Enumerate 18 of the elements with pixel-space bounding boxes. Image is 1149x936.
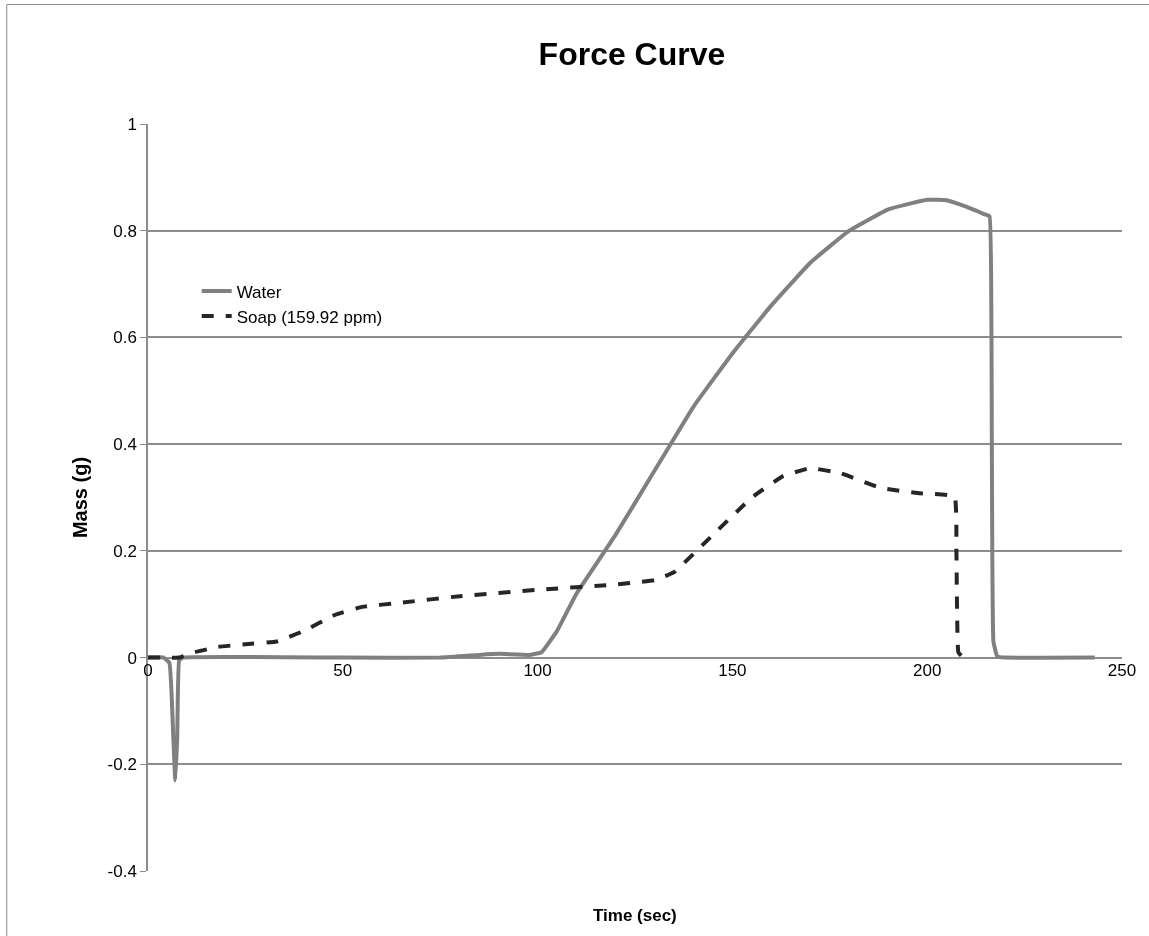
x-tick-label: 150 [718, 660, 747, 680]
legend-label: Water [236, 282, 282, 302]
x-tick-label: 0 [143, 660, 153, 680]
y-tick-label: 0.8 [113, 221, 137, 241]
y-axis-title: Mass (g) [68, 456, 91, 539]
legend-label: Soap (159.92 ppm) [236, 307, 383, 327]
x-tick-label: 200 [913, 660, 942, 680]
y-tick-label: -0.2 [107, 755, 137, 775]
chart-title: Force Curve [538, 35, 726, 72]
x-tick-label: 50 [333, 660, 353, 680]
y-tick-label: 0.2 [113, 541, 137, 561]
y-tick-label: -0.4 [107, 861, 137, 881]
x-tick-label: 250 [1107, 660, 1137, 680]
y-tick-label: 1 [127, 114, 137, 134]
y-tick-label: 0.6 [113, 328, 137, 348]
y-tick-label: 0.4 [113, 435, 137, 455]
x-axis-title: Time (sec) [593, 906, 677, 925]
x-tick-label: 100 [523, 660, 552, 680]
